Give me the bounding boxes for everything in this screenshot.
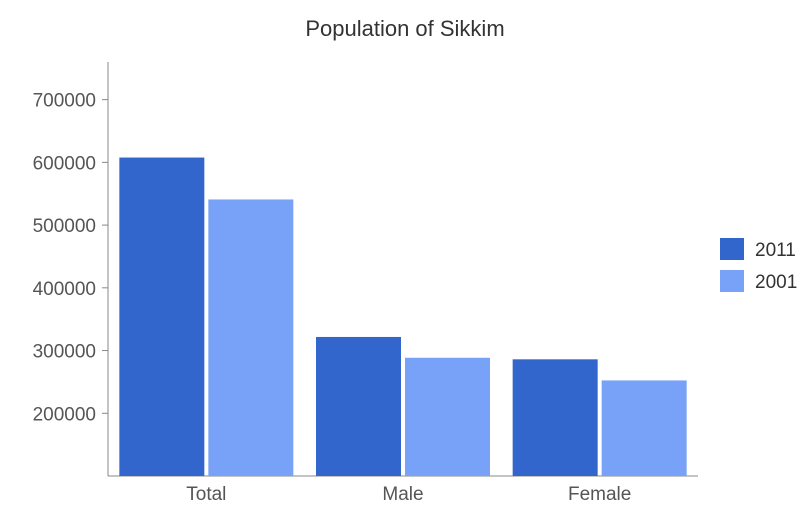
y-tick-label: 300000 xyxy=(33,342,96,363)
chart-title: Population of Sikkim xyxy=(305,16,504,41)
x-axis: Total Male Female xyxy=(108,475,698,505)
y-tick-label: 600000 xyxy=(33,153,96,174)
bar-female-2011 xyxy=(512,359,598,476)
legend-swatch xyxy=(720,270,744,292)
legend: 2011 2001 xyxy=(720,238,797,293)
legend-label: 2011 xyxy=(755,240,796,261)
bar-total-2011 xyxy=(119,157,205,476)
y-axis: 200000 300000 400000 500000 600000 700000 xyxy=(33,62,109,476)
legend-label: 2001 xyxy=(755,272,797,293)
x-tick-label: Male xyxy=(382,484,423,503)
y-tick-label: 700000 xyxy=(33,91,96,112)
bar-male-2001 xyxy=(405,357,490,476)
bar-female-2001 xyxy=(601,380,687,476)
bar-male-2011 xyxy=(316,336,401,476)
y-tick-label: 400000 xyxy=(33,279,96,300)
bars-group xyxy=(119,157,687,476)
x-tick-label: Total xyxy=(186,484,226,503)
legend-swatch xyxy=(720,238,744,260)
y-tick-label: 200000 xyxy=(33,404,96,425)
y-tick-label: 500000 xyxy=(33,216,96,237)
x-tick-label: Female xyxy=(568,484,631,503)
bar-total-2001 xyxy=(208,199,294,476)
